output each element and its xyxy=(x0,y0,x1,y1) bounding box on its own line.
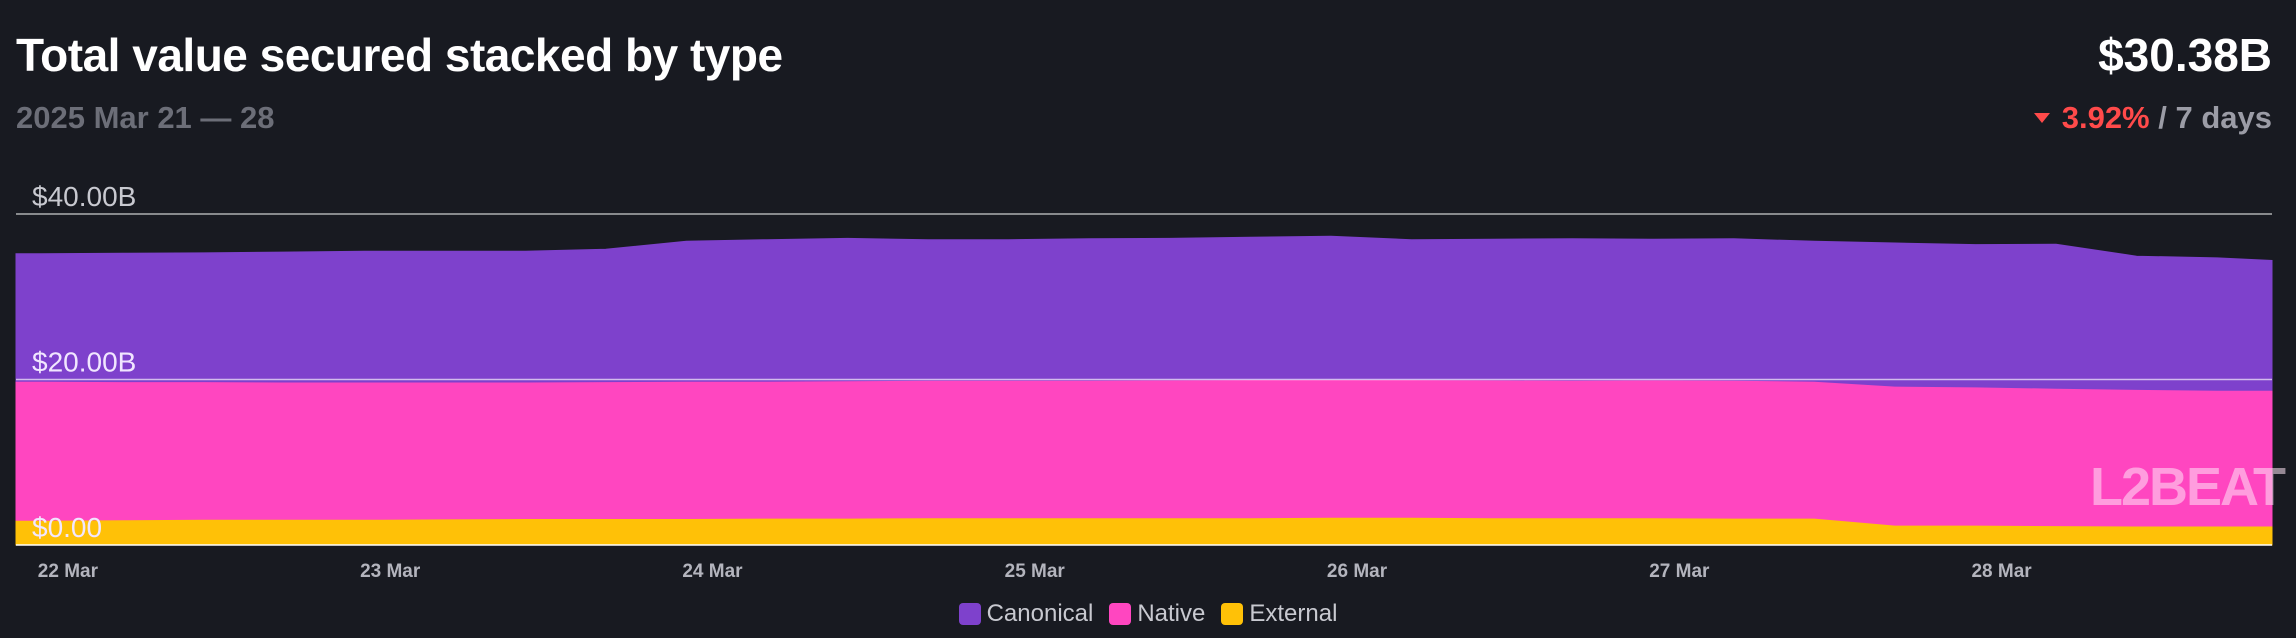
l2beat-watermark: L2BEAT xyxy=(2090,457,2286,517)
legend-label: External xyxy=(1249,600,1338,627)
date-range: 2025 Mar 21 — 28 xyxy=(16,100,275,135)
change-period: / 7 days xyxy=(2158,100,2272,135)
legend-label: Native xyxy=(1137,600,1206,627)
legend-label: Canonical xyxy=(986,600,1094,627)
x-tick-label: 28 Mar xyxy=(1971,561,2032,582)
legend-swatch xyxy=(1109,603,1132,625)
y-tick-label: $0.00 xyxy=(32,512,102,543)
legend-item-native[interactable]: Native xyxy=(1109,600,1205,628)
x-tick-label: 27 Mar xyxy=(1649,561,1710,582)
y-tick-label: $40.00B xyxy=(32,181,136,212)
change-percent: 3.92% xyxy=(2061,100,2150,135)
x-tick-label: 23 Mar xyxy=(360,561,421,582)
chart-title: Total value secured stacked by type xyxy=(16,29,783,81)
chart-legend: Canonical Native External xyxy=(0,600,2296,628)
legend-swatch xyxy=(1221,603,1244,625)
y-tick-label: $20.00B xyxy=(32,347,136,378)
x-tick-label: 24 Mar xyxy=(682,561,743,582)
legend-item-external[interactable]: External xyxy=(1221,600,1337,628)
area-native xyxy=(15,379,2273,527)
x-tick-label: 25 Mar xyxy=(1005,561,1066,582)
x-tick-label: 22 Mar xyxy=(38,561,99,582)
chart-header: Total value secured stacked by type 2025… xyxy=(16,28,2272,138)
area-chart: $0.00 $20.00B $40.00B 22 Mar 23 Mar 24 Mar 25 … xyxy=(15,181,2288,582)
legend-swatch xyxy=(958,603,981,625)
total-value: $30.38B xyxy=(2098,29,2272,81)
area-canonical xyxy=(15,235,2273,391)
down-triangle-icon xyxy=(2033,112,2050,123)
change-indicator: 3.92% / 7 days xyxy=(2033,100,2272,136)
x-tick-label: 26 Mar xyxy=(1327,561,1388,582)
legend-item-canonical[interactable]: Canonical xyxy=(958,600,1094,628)
